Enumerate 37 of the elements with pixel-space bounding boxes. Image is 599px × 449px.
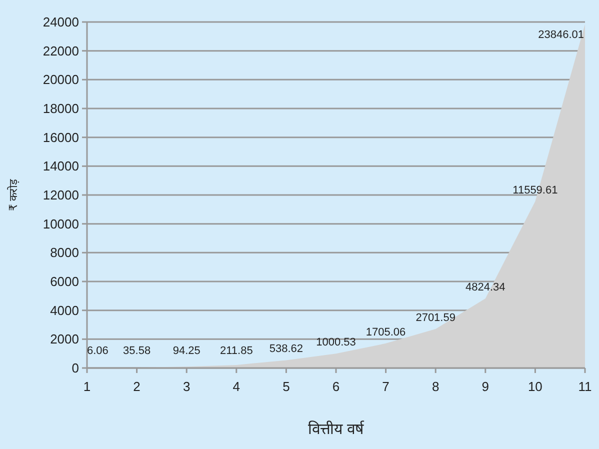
data-label: 4824.34 [466,281,506,294]
y-tick-label: 12000 [42,188,79,203]
y-tick-label: 2000 [50,332,79,347]
x-tick-label: 1 [83,379,91,394]
y-tick-label: 8000 [50,245,79,260]
data-label: 1000.53 [316,336,356,349]
y-tick-label: 18000 [42,101,79,116]
x-tick-label: 3 [182,379,190,394]
data-label: 23846.01 [538,29,584,42]
data-label: 211.85 [220,345,253,357]
y-axis-title: ₹ करोड़ [7,178,20,212]
y-tick-label: 0 [72,360,79,376]
data-label: 1705.06 [366,326,406,338]
x-tick-label: 4 [232,379,240,394]
data-label: 2701.59 [416,312,456,324]
y-tick-label: 14000 [42,158,79,174]
y-tick-label: 16000 [42,130,79,145]
y-tick-label: 22000 [42,43,79,58]
x-tick-label: 8 [432,379,440,394]
x-tick-label: 9 [482,379,490,394]
y-tick-label: 4000 [50,302,79,318]
x-tick-label: 2 [133,379,140,394]
data-label: 11559.61 [512,184,558,196]
data-label: 94.25 [172,345,200,357]
data-label: 6.06 [87,345,108,357]
y-tick-label: 6000 [50,274,79,290]
x-axis-title: वित्तीय वर्ष [308,420,366,438]
x-tick-label: 11 [578,379,592,394]
y-tick-label: 20000 [42,72,79,88]
x-tick-label: 6 [332,379,340,394]
x-tick-label: 7 [382,379,390,394]
x-tick-label: 10 [528,379,542,394]
y-tick-label: 24000 [42,14,79,30]
x-tick-label: 5 [282,379,290,394]
y-tick-label: 10000 [42,216,79,232]
data-label: 538.62 [269,343,304,356]
data-label: 35.58 [123,345,151,357]
